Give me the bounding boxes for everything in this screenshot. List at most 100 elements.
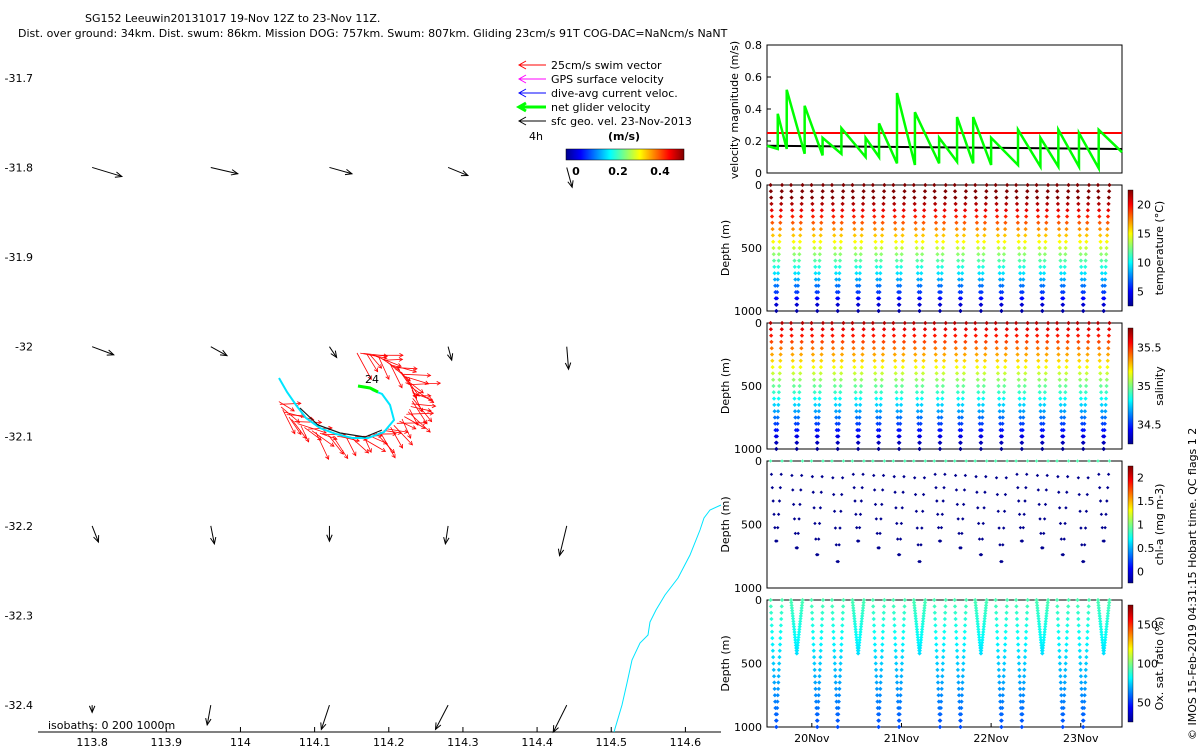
profile-marker <box>1001 402 1006 408</box>
profile-marker <box>1064 648 1069 653</box>
profile-marker <box>792 396 797 401</box>
profile-marker <box>790 608 795 613</box>
profile-marker <box>777 648 782 653</box>
profile-marker <box>903 459 907 463</box>
profile-marker <box>999 440 1004 445</box>
swim-vector <box>398 369 410 385</box>
profile-marker <box>1020 718 1025 723</box>
profile-marker <box>912 208 918 213</box>
profile-marker <box>1063 390 1068 395</box>
swim-vector <box>401 418 412 439</box>
profile-marker <box>995 226 1000 232</box>
profile-marker <box>984 189 989 194</box>
profile-marker <box>857 271 863 276</box>
profile-marker <box>1060 718 1066 723</box>
title-line-1: SG152 Leeuwin20131017 19-Nov 12Z to 23-N… <box>85 12 380 25</box>
profile-marker <box>837 402 842 408</box>
profile-marker <box>1058 258 1063 263</box>
profile-marker <box>1075 604 1080 609</box>
profile-marker <box>933 201 938 207</box>
profile-marker <box>1039 640 1044 645</box>
profile-marker <box>894 390 899 395</box>
profile-marker <box>831 358 836 363</box>
profile-marker <box>1054 320 1060 326</box>
arrow-shaft <box>447 166 469 177</box>
profile-marker <box>1103 415 1108 420</box>
profile-marker <box>854 277 859 282</box>
profile-marker <box>961 239 966 244</box>
profile-marker <box>984 600 989 605</box>
section-colorbar-tick-label: 20 <box>1137 199 1151 212</box>
profile-marker <box>934 233 939 238</box>
profile-marker <box>1100 283 1105 288</box>
profile-marker <box>941 364 946 370</box>
profile-marker <box>974 352 979 357</box>
profile-marker <box>792 402 797 408</box>
profile-marker <box>943 182 948 188</box>
profile-marker <box>829 182 835 188</box>
profile-marker <box>797 621 803 627</box>
profile-marker <box>833 396 838 401</box>
profile-marker <box>893 648 898 653</box>
profile-marker <box>898 264 904 270</box>
profile-marker <box>776 525 780 530</box>
profile-marker <box>811 642 816 647</box>
profile-marker <box>1084 648 1089 653</box>
net-glider-segment <box>357 384 379 394</box>
profile-marker <box>911 600 917 605</box>
profile-marker <box>795 427 800 433</box>
profile-marker <box>999 302 1004 307</box>
profile-marker <box>797 239 803 244</box>
profile-marker <box>994 352 1000 357</box>
profile-marker <box>776 252 782 257</box>
profile-marker <box>1099 402 1104 408</box>
profile-marker <box>981 377 987 382</box>
profile-marker <box>796 415 801 420</box>
profile-marker <box>892 635 898 641</box>
profile-marker <box>914 621 919 627</box>
profile-marker <box>953 616 958 622</box>
profile-marker <box>914 624 919 629</box>
profile-marker <box>901 616 907 622</box>
profile-marker <box>836 296 841 301</box>
profile-marker <box>794 446 799 452</box>
profile-marker <box>993 320 998 326</box>
profile-marker <box>940 396 945 401</box>
profile-marker <box>913 611 918 616</box>
profile-marker <box>788 182 794 188</box>
profile-marker <box>1021 680 1026 685</box>
profile-marker <box>1025 182 1030 188</box>
profile-marker <box>1001 543 1005 547</box>
profile-marker <box>1041 289 1046 295</box>
profile-marker <box>939 699 944 704</box>
profile-marker <box>1058 402 1063 408</box>
profile-marker <box>1018 415 1023 420</box>
profile-marker <box>778 358 783 363</box>
profile-marker <box>1101 302 1107 307</box>
profile-marker <box>914 390 920 395</box>
profile-marker <box>983 605 988 611</box>
profile-marker <box>1099 629 1104 635</box>
swim-vector <box>278 401 295 412</box>
profile-marker <box>816 553 820 557</box>
section-colorbar-tick-label: 0.5 <box>1137 542 1155 555</box>
arrow-shaft <box>91 166 122 177</box>
profile-marker <box>775 289 780 295</box>
profile-marker <box>1081 427 1087 433</box>
profile-marker <box>774 446 779 452</box>
profile-marker <box>818 655 823 660</box>
profile-marker <box>1040 296 1046 301</box>
profile-marker <box>973 605 979 611</box>
profile-marker <box>964 320 969 326</box>
profile-marker <box>920 371 926 376</box>
swim-vector <box>294 421 322 423</box>
profile-marker <box>1105 233 1110 238</box>
profile-marker <box>1078 396 1084 401</box>
profile-marker <box>1003 358 1008 363</box>
profile-marker <box>769 201 774 207</box>
profile-marker <box>1021 415 1026 420</box>
profile-marker <box>776 402 781 408</box>
profile-marker <box>818 642 824 647</box>
profile-marker <box>812 245 817 251</box>
profile-marker <box>1107 320 1112 326</box>
